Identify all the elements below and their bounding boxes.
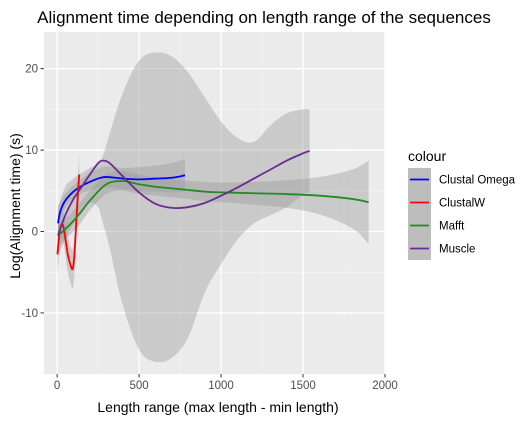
- series-lines: [56, 150, 369, 271]
- plot-background: [44, 32, 385, 374]
- x-tick-label: 2000: [372, 380, 398, 392]
- x-tick-label: 1500: [290, 380, 316, 392]
- y-tick-label: 0: [32, 227, 38, 239]
- axes: 0 500 1000 1500 2000 -10 0 10 20: [21, 64, 397, 392]
- y-tick-label: -10: [21, 308, 38, 320]
- legend-label-clustalw: ClustalW: [439, 198, 485, 210]
- series-line-muscle: [57, 150, 310, 236]
- y-axis-title: Log(Alignment time) (s): [7, 133, 23, 279]
- y-tick-label: 20: [25, 64, 38, 76]
- x-axis-title: Length range (max length - min length): [97, 399, 338, 415]
- legend-label-clustal-omega: Clustal Omega: [439, 175, 516, 187]
- legend-title: colour: [408, 148, 446, 164]
- legend: colour Clustal Omega ClustalW Mafft Muscle: [408, 148, 516, 260]
- x-tick-label: 0: [54, 380, 60, 392]
- legend-label-mafft: Mafft: [439, 221, 465, 233]
- plot-area: [44, 32, 386, 374]
- series-line-clustal-omega: [57, 174, 186, 224]
- x-tick-label: 1000: [208, 380, 234, 392]
- y-tick-label: 10: [25, 145, 38, 157]
- legend-label-muscle: Muscle: [439, 244, 475, 256]
- ci-band-mafft: [57, 160, 369, 248]
- series-line-mafft: [57, 180, 369, 237]
- x-tick-label: 500: [129, 380, 148, 392]
- chart-title: Alignment time depending on length range…: [37, 8, 491, 27]
